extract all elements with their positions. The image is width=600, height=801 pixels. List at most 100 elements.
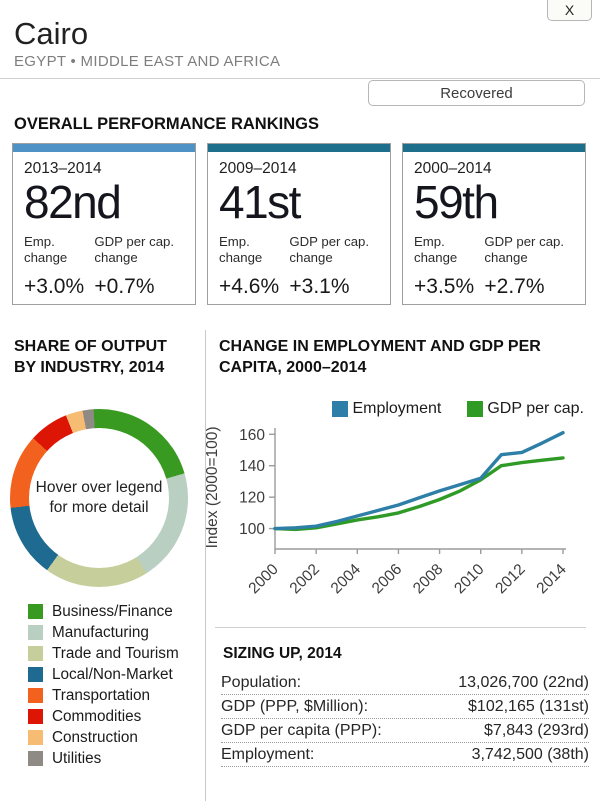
gdp-change-value: +2.7% xyxy=(484,275,545,299)
legend-swatch xyxy=(28,751,43,766)
industry-legend-item[interactable]: Utilities xyxy=(28,748,179,769)
industry-legend-item[interactable]: Construction xyxy=(28,727,179,748)
sizing-table: Population: 13,026,700 (22nd) GDP (PPP, … xyxy=(221,671,589,767)
sizing-value: $7,843 (293rd) xyxy=(484,722,589,739)
ranking-card-2000-2014: 2000–2014 59th Emp. change +3.5% GDP per… xyxy=(402,143,586,305)
recovery-status-button[interactable]: Recovered xyxy=(368,80,585,106)
card-period: 2013–2014 xyxy=(24,160,102,177)
header-divider xyxy=(0,78,600,79)
sizing-label: Population: xyxy=(221,674,302,691)
svg-text:2010: 2010 xyxy=(451,561,488,598)
emp-change-label: Emp. change xyxy=(414,234,458,266)
svg-text:2004: 2004 xyxy=(328,561,365,598)
donut-hover-note: Hover over legend for more detail xyxy=(35,478,163,516)
rankings-cards: 2013–2014 82nd Emp. change +3.0% GDP per… xyxy=(12,143,586,305)
lower-section: SHARE OF OUTPUT BY INDUSTRY, 2014 Hover … xyxy=(0,330,600,801)
legend-item-employment[interactable]: Employment xyxy=(332,400,441,418)
legend-swatch-gdp xyxy=(467,401,484,417)
legend-swatch xyxy=(28,730,43,745)
industry-legend-item[interactable]: Business/Finance xyxy=(28,601,179,622)
card-body: 2009–2014 41st Emp. change +4.6% GDP per… xyxy=(208,152,390,299)
legend-label: Trade and Tourism xyxy=(52,644,179,662)
emp-change-value: +3.5% xyxy=(414,275,475,299)
industry-column: SHARE OF OUTPUT BY INDUSTRY, 2014 Hover … xyxy=(0,330,205,801)
card-body: 2000–2014 59th Emp. change +3.5% GDP per… xyxy=(403,152,585,299)
svg-text:2014: 2014 xyxy=(533,561,570,598)
sizing-row: GDP per capita (PPP): $7,843 (293rd) xyxy=(221,719,589,743)
svg-text:2002: 2002 xyxy=(287,561,323,597)
sizing-label: Employment: xyxy=(221,746,315,763)
employment-column: CHANGE IN EMPLOYMENT AND GDP PER CAPITA,… xyxy=(204,330,600,801)
card-accent-bar xyxy=(403,144,585,152)
card-period: 2000–2014 xyxy=(414,160,492,177)
emp-change-label: Emp. change xyxy=(219,234,263,266)
svg-text:2006: 2006 xyxy=(369,561,405,597)
emp-change-label: Emp. change xyxy=(24,234,68,266)
sizing-divider xyxy=(215,627,586,628)
legend-label: Commodities xyxy=(52,707,142,725)
emp-change-value: +3.0% xyxy=(24,275,85,299)
legend-label: Business/Finance xyxy=(52,602,173,620)
svg-text:Index (2000=100): Index (2000=100) xyxy=(206,426,221,548)
sizing-label: GDP (PPP, $Million): xyxy=(221,698,369,715)
industry-legend: Business/Finance Manufacturing Trade and… xyxy=(28,601,179,769)
legend-label: Manufacturing xyxy=(52,623,149,641)
gdp-change-value: +0.7% xyxy=(94,275,155,299)
sizing-row: Population: 13,026,700 (22nd) xyxy=(221,671,589,695)
gdp-change-label: GDP per cap. change xyxy=(289,234,370,266)
card-rank: 41st xyxy=(219,176,301,228)
svg-text:2000: 2000 xyxy=(245,561,282,598)
card-period: 2009–2014 xyxy=(219,160,297,177)
gdp-change-label: GDP per cap. change xyxy=(484,234,565,266)
card-body: 2013–2014 82nd Emp. change +3.0% GDP per… xyxy=(13,152,195,299)
legend-label: Local/Non-Market xyxy=(52,665,173,683)
legend-swatch xyxy=(28,667,43,682)
industry-legend-item[interactable]: Trade and Tourism xyxy=(28,643,179,664)
sizing-value: 3,742,500 (38th) xyxy=(471,746,589,763)
legend-swatch xyxy=(28,625,43,640)
ranking-card-2013-2014: 2013–2014 82nd Emp. change +3.0% GDP per… xyxy=(12,143,196,305)
sizing-value: 13,026,700 (22nd) xyxy=(458,674,589,691)
legend-label: Utilities xyxy=(52,749,102,767)
legend-label: Construction xyxy=(52,728,138,746)
legend-label-employment: Employment xyxy=(352,400,442,417)
line-chart-legend: Employment GDP per cap. xyxy=(206,400,590,418)
legend-label-gdp: GDP per cap. xyxy=(487,400,584,417)
close-button[interactable]: X xyxy=(547,0,592,21)
employment-gdp-line-chart: 100 120 140 160 2000 2002 2004 2006 2008 2010 2012… xyxy=(204,424,598,620)
rankings-heading: OVERALL PERFORMANCE RANKINGS xyxy=(14,115,319,133)
legend-swatch xyxy=(28,604,43,619)
card-rank: 59th xyxy=(414,176,499,228)
gdp-change-value: +3.1% xyxy=(289,275,350,299)
page-subtitle: EGYPT • MIDDLE EAST AND AFRICA xyxy=(14,53,281,70)
gdp-change-label: GDP per cap. change xyxy=(94,234,175,266)
industry-donut-chart[interactable]: Hover over legend for more detail xyxy=(10,409,188,587)
sizing-heading: SIZING UP, 2014 xyxy=(223,645,342,662)
sizing-value: $102,165 (131st) xyxy=(468,698,589,715)
svg-text:2012: 2012 xyxy=(492,561,528,597)
industry-legend-item[interactable]: Transportation xyxy=(28,685,179,706)
svg-text:2008: 2008 xyxy=(410,561,446,597)
svg-text:160: 160 xyxy=(239,427,265,444)
legend-swatch xyxy=(28,646,43,661)
sizing-row: Employment: 3,742,500 (38th) xyxy=(221,743,589,767)
donut-hole: Hover over legend for more detail xyxy=(29,428,169,568)
legend-item-gdp[interactable]: GDP per cap. xyxy=(467,400,584,418)
svg-text:140: 140 xyxy=(239,458,265,475)
emp-change-value: +4.6% xyxy=(219,275,280,299)
ranking-card-2009-2014: 2009–2014 41st Emp. change +4.6% GDP per… xyxy=(207,143,391,305)
employment-chart-heading: CHANGE IN EMPLOYMENT AND GDP PER CAPITA,… xyxy=(219,338,541,376)
industry-legend-item[interactable]: Commodities xyxy=(28,706,179,727)
industry-legend-item[interactable]: Local/Non-Market xyxy=(28,664,179,685)
svg-text:100: 100 xyxy=(239,521,265,538)
legend-label: Transportation xyxy=(52,686,151,704)
legend-swatch xyxy=(28,688,43,703)
svg-text:120: 120 xyxy=(239,490,265,507)
sizing-row: GDP (PPP, $Million): $102,165 (131st) xyxy=(221,695,589,719)
industry-legend-item[interactable]: Manufacturing xyxy=(28,622,179,643)
page-title: Cairo xyxy=(14,16,89,51)
card-rank: 82nd xyxy=(24,176,122,228)
card-accent-bar xyxy=(13,144,195,152)
legend-swatch-employment xyxy=(332,401,349,417)
